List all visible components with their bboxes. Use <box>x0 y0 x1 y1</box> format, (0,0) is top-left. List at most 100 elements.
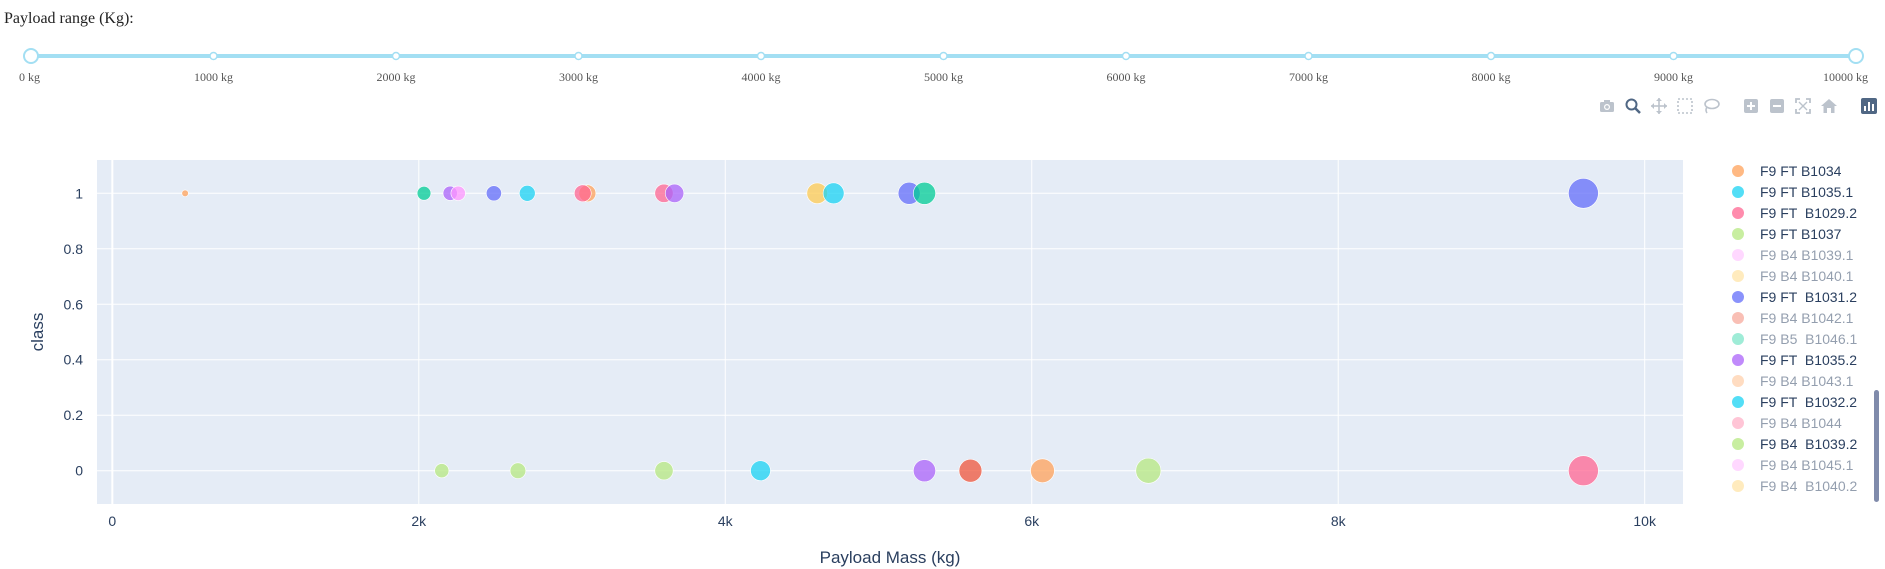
legend-swatch <box>1732 291 1744 303</box>
legend-label: F9 B4 B1043.1 <box>1760 373 1854 389</box>
legend-swatch <box>1732 186 1744 198</box>
data-point[interactable] <box>485 185 502 202</box>
legend-label: F9 FT B1035.1 <box>1760 184 1853 200</box>
slider-mark-dot[interactable] <box>756 51 766 61</box>
slider-mark-label: 10000 kg <box>1823 70 1868 84</box>
legend-item[interactable]: F9 FT B1037 <box>1732 226 1842 242</box>
slider-mark-label: 6000 kg <box>1107 70 1146 84</box>
legend-swatch <box>1732 375 1744 387</box>
legend-item[interactable]: F9 B4 B1039.2 <box>1732 436 1858 452</box>
legend-swatch <box>1732 459 1744 471</box>
lasso-select-icon[interactable] <box>1701 96 1721 116</box>
legend-scrollbar[interactable] <box>1874 390 1879 502</box>
legend-item[interactable]: F9 FT B1035.1 <box>1732 184 1853 200</box>
slider-mark-dot[interactable] <box>209 51 218 61</box>
data-point[interactable] <box>450 185 466 201</box>
pan-icon[interactable] <box>1649 96 1669 116</box>
data-point[interactable] <box>573 184 592 203</box>
y-tick-label: 0 <box>75 463 83 479</box>
slider-mark-dot[interactable] <box>1121 51 1131 61</box>
legend-item[interactable]: F9 B4 B1044 <box>1732 415 1842 431</box>
x-axis-title: Payload Mass (kg) <box>820 548 961 567</box>
legend-swatch <box>1732 165 1744 177</box>
x-tick-label: 10k <box>1633 513 1657 529</box>
payload-range-label: Payload range (Kg): <box>4 10 134 27</box>
zoom-icon[interactable] <box>1623 96 1643 116</box>
data-point[interactable] <box>509 462 527 479</box>
y-tick-label: 0.4 <box>64 352 84 368</box>
legend-label: F9 B4 B1042.1 <box>1760 310 1854 326</box>
autoscale-icon[interactable] <box>1793 96 1813 116</box>
data-point[interactable] <box>181 189 189 197</box>
slider-mark-dot[interactable] <box>391 51 401 61</box>
legend-item[interactable]: F9 B4 B1039.1 <box>1732 247 1854 263</box>
data-point[interactable] <box>664 183 685 203</box>
legend-item[interactable]: F9 B4 B1040.2 <box>1732 478 1858 494</box>
legend-label: F9 FT B1035.2 <box>1760 352 1857 368</box>
legend-swatch <box>1732 354 1744 366</box>
legend-swatch <box>1732 312 1744 324</box>
slider-mark-dot[interactable] <box>1304 51 1313 61</box>
legend-label: F9 FT B1029.2 <box>1760 205 1857 221</box>
slider-mark-dot[interactable] <box>574 51 583 61</box>
data-point[interactable] <box>1568 455 1599 487</box>
data-point[interactable] <box>519 185 536 202</box>
legend-item[interactable]: F9 B4 B1045.1 <box>1732 457 1854 473</box>
legend-label: F9 B4 B1045.1 <box>1760 457 1854 473</box>
x-tick-label: 4k <box>718 513 734 529</box>
camera-icon[interactable] <box>1597 96 1617 116</box>
data-point[interactable] <box>822 182 845 205</box>
data-point[interactable] <box>654 461 674 481</box>
legend-label: F9 FT B1037 <box>1760 226 1842 242</box>
legend-swatch <box>1732 417 1744 429</box>
legend-swatch <box>1732 270 1744 282</box>
legend-item[interactable]: F9 B4 B1042.1 <box>1732 310 1854 326</box>
slider-mark-label: 0 kg <box>19 70 40 84</box>
legend-item[interactable]: F9 FT B1032.2 <box>1732 394 1857 410</box>
slider-mark-label: 8000 kg <box>1472 70 1511 84</box>
legend-label: F9 B5 B1046.1 <box>1760 331 1858 347</box>
plot-area[interactable] <box>97 160 1683 504</box>
y-tick-label: 0.2 <box>64 407 84 423</box>
data-point[interactable] <box>434 463 450 479</box>
y-tick-label: 0.8 <box>64 241 84 257</box>
data-point[interactable] <box>1568 177 1599 209</box>
slider-mark-label: 5000 kg <box>924 70 963 84</box>
scatter-chart: 0 2k 4k 6k 8k 10k 0 0.2 0.4 0.6 0.8 1 Payload Mass (… <box>28 160 1879 567</box>
data-point[interactable] <box>913 181 936 205</box>
y-tick-label: 0.6 <box>64 296 84 312</box>
legend-item[interactable]: F9 FT B1035.2 <box>1732 352 1857 368</box>
data-point[interactable] <box>913 459 936 483</box>
data-point[interactable] <box>750 460 771 481</box>
legend-label: F9 B4 B1039.1 <box>1760 247 1854 263</box>
payload-range-slider[interactable]: 0 kg 1000 kg 2000 kg 3000 kg 4000 kg 5000 kg 6… <box>0 40 1885 100</box>
legend-item[interactable]: F9 B4 B1040.1 <box>1732 268 1854 284</box>
data-point[interactable] <box>1030 458 1055 483</box>
legend-label: F9 B4 B1044 <box>1760 415 1842 431</box>
legend-label: F9 FT B1034 <box>1760 163 1842 179</box>
data-point[interactable] <box>416 186 432 201</box>
legend-swatch <box>1732 438 1744 450</box>
slider-mark-dot[interactable] <box>1669 51 1678 61</box>
slider-handle-min[interactable] <box>23 48 39 64</box>
legend-item[interactable]: F9 B5 B1046.1 <box>1732 331 1858 347</box>
legend-item[interactable]: F9 FT B1031.2 <box>1732 289 1857 305</box>
slider-mark-dot[interactable] <box>1486 51 1496 61</box>
data-point[interactable] <box>1135 457 1162 484</box>
legend-item[interactable]: F9 FT B1029.2 <box>1732 205 1857 221</box>
reset-axes-icon[interactable] <box>1819 96 1839 116</box>
slider-mark-label: 9000 kg <box>1654 70 1693 84</box>
zoom-in-icon[interactable] <box>1741 96 1761 116</box>
legend-label: F9 FT B1032.2 <box>1760 394 1857 410</box>
legend-item[interactable]: F9 FT B1034 <box>1732 163 1842 179</box>
legend-swatch <box>1732 228 1744 240</box>
y-axis-title: class <box>28 313 47 352</box>
legend-item[interactable]: F9 B4 B1043.1 <box>1732 373 1854 389</box>
slider-mark-label: 3000 kg <box>559 70 598 84</box>
box-select-icon[interactable] <box>1675 96 1695 116</box>
slider-handle-max[interactable] <box>1848 48 1864 64</box>
plotly-logo-icon[interactable] <box>1859 96 1879 116</box>
slider-mark-dot[interactable] <box>939 51 948 61</box>
zoom-out-icon[interactable] <box>1767 96 1787 116</box>
data-point[interactable] <box>958 458 983 483</box>
